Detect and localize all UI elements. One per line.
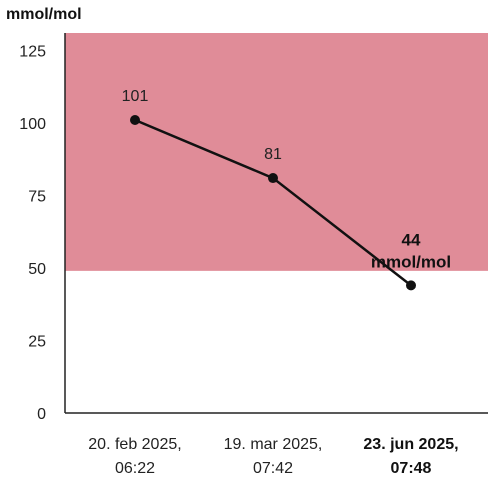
data-point <box>406 280 416 291</box>
data-point <box>130 115 140 126</box>
x-tick-label-date: 23. jun 2025, <box>363 436 458 453</box>
data-points: 101 81 44 mmol/mol <box>122 88 451 291</box>
y-axis-ticks: 0 25 50 75 100 125 <box>19 43 46 423</box>
target-range-band <box>65 33 488 271</box>
x-tick-label-time: 07:42 <box>253 460 293 477</box>
y-tick-label: 100 <box>19 116 46 133</box>
data-label-unit: mmol/mol <box>371 252 451 271</box>
y-tick-label: 75 <box>28 188 46 205</box>
x-tick-label-time: 07:48 <box>391 460 432 477</box>
y-tick-label: 50 <box>28 261 46 278</box>
x-axis-labels: 20. feb 2025, 06:22 19. mar 2025, 07:42 23. … <box>88 436 458 477</box>
data-label: 101 <box>122 88 149 105</box>
y-tick-label: 125 <box>19 43 46 60</box>
x-tick-label-date: 20. feb 2025, <box>88 436 181 453</box>
data-label: 44 <box>402 230 421 249</box>
data-point <box>268 173 278 184</box>
data-label: 81 <box>264 146 282 163</box>
x-tick-label-date: 19. mar 2025, <box>224 436 323 453</box>
y-tick-label: 25 <box>28 333 46 350</box>
y-tick-label: 0 <box>37 406 46 423</box>
x-tick-label-time: 06:22 <box>115 460 155 477</box>
y-axis-unit-label: mmol/mol <box>6 6 82 23</box>
